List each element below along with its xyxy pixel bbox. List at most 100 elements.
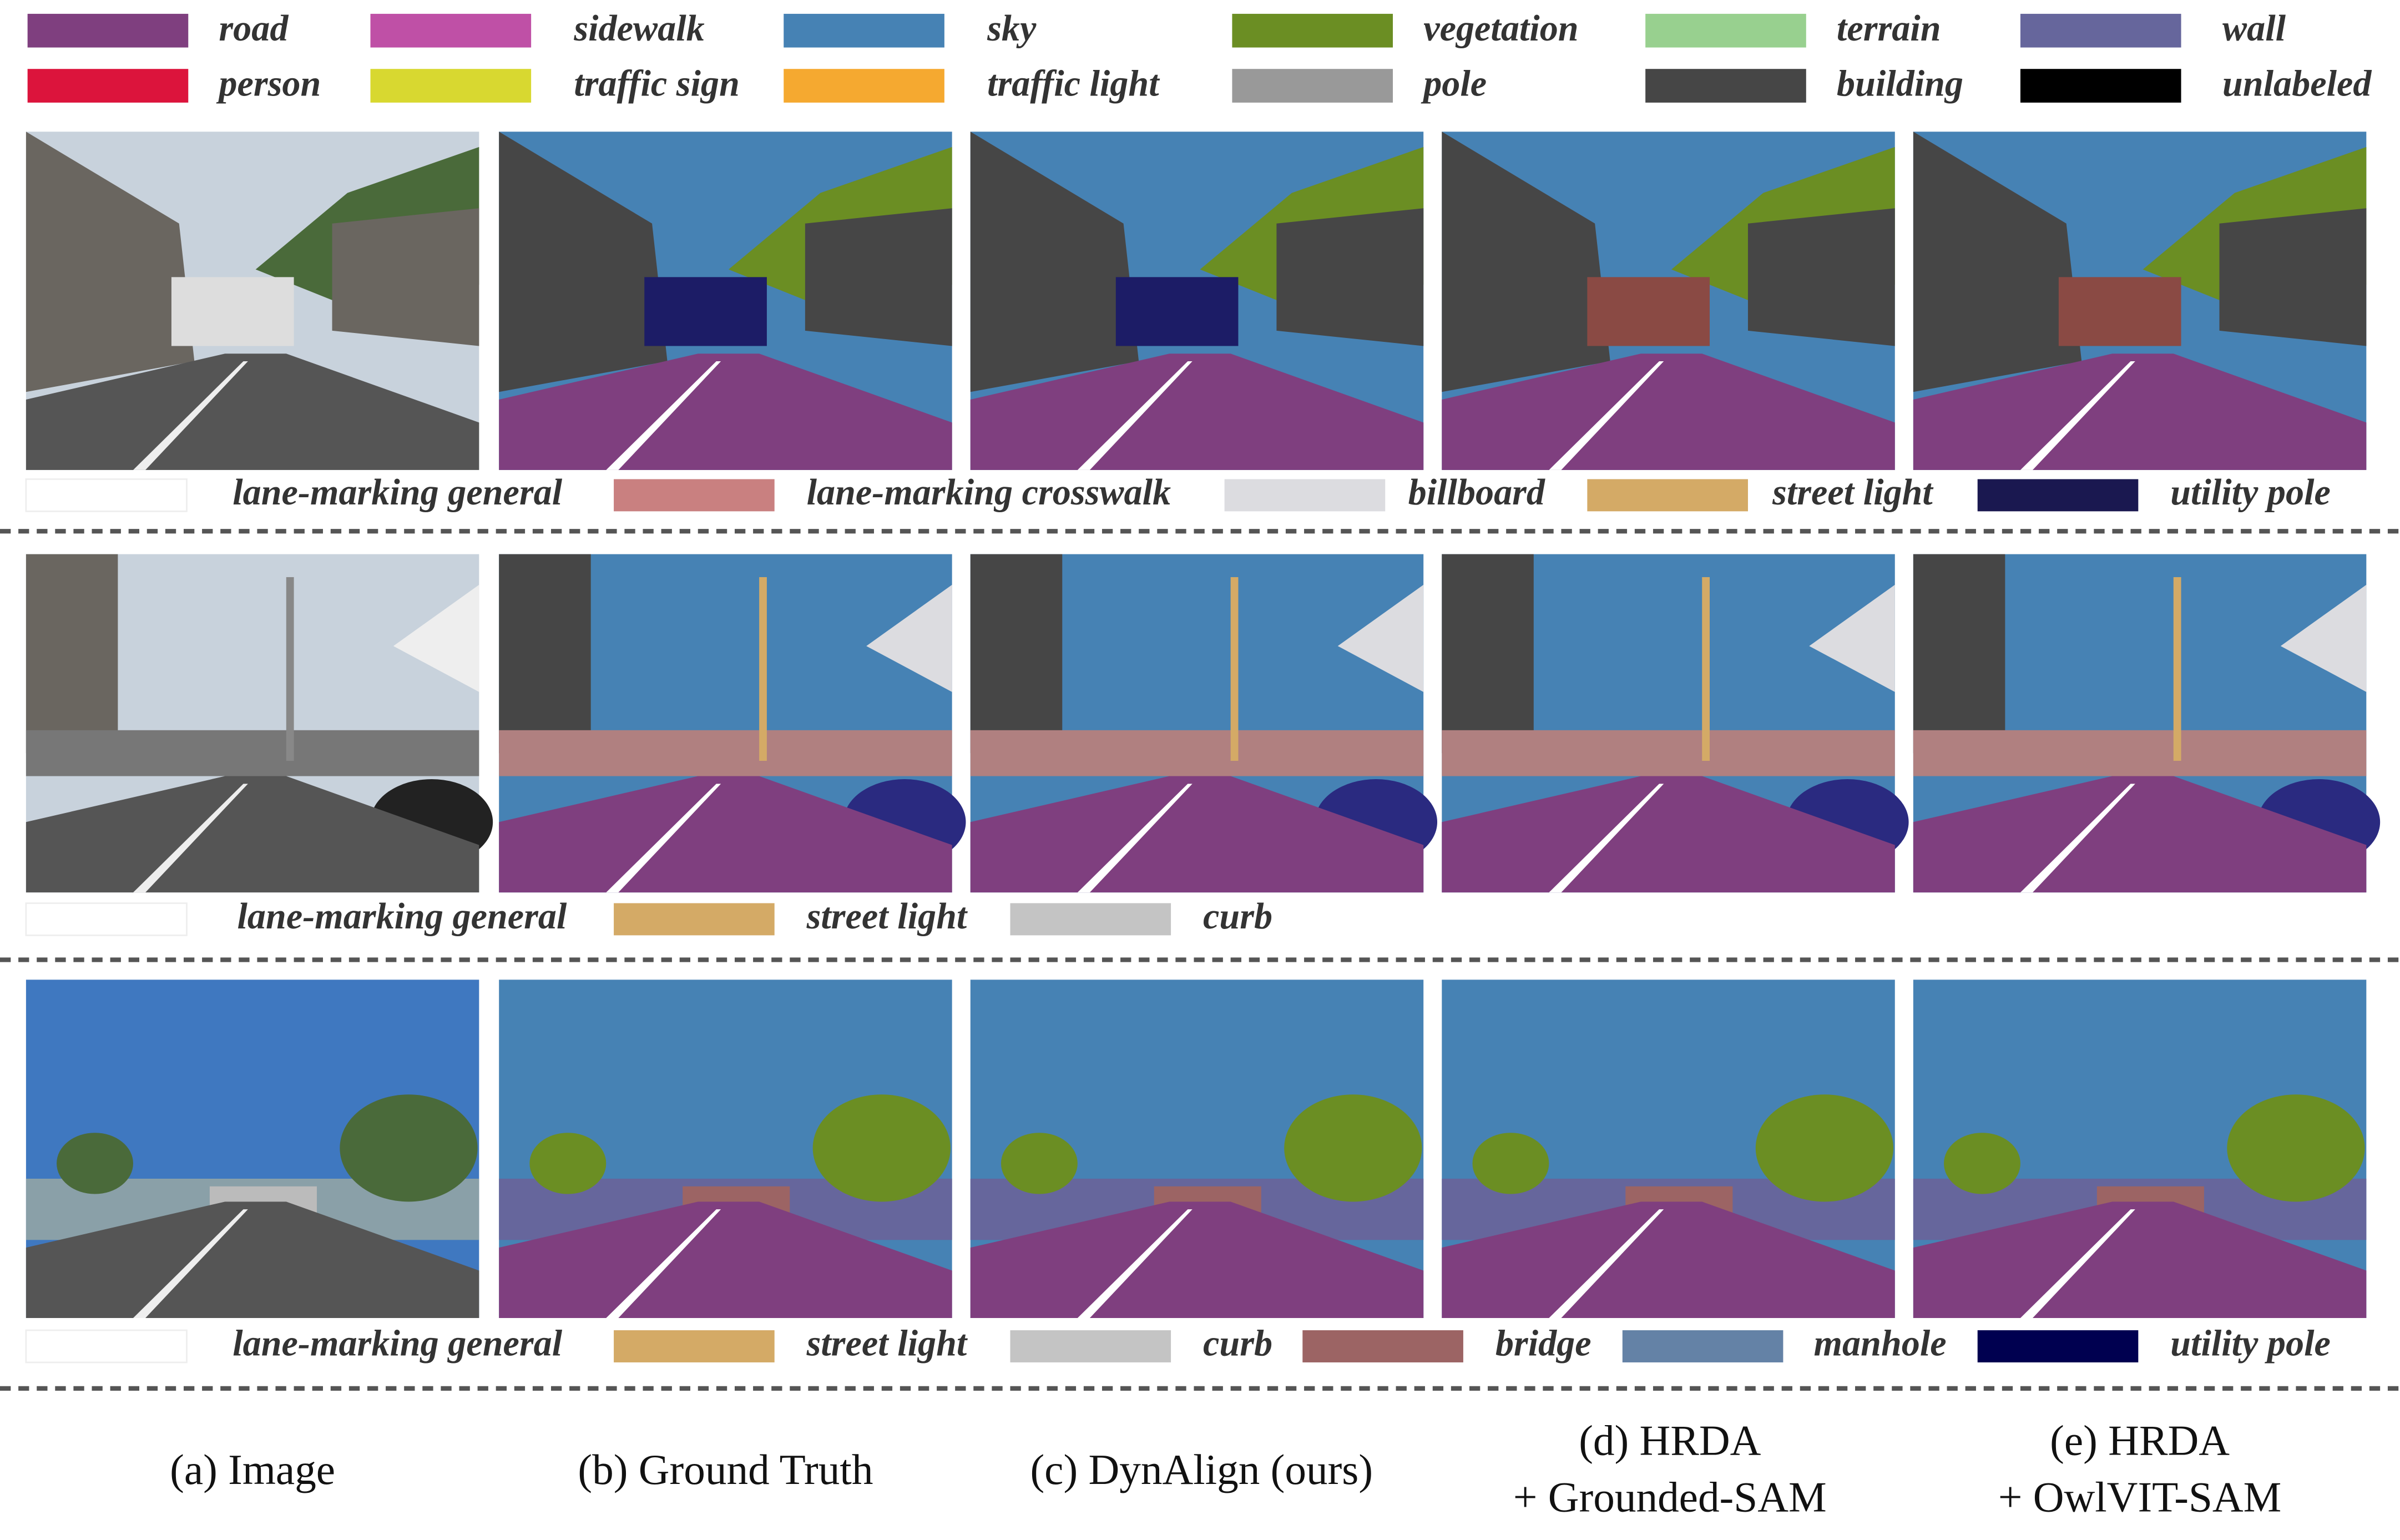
panel-road: [26, 1201, 479, 1318]
legend-label: person: [216, 63, 321, 104]
panel-wall: [26, 730, 479, 776]
panel-tree: [1755, 1094, 1894, 1202]
panel-building: [1337, 584, 1424, 692]
row-legend-label: utility pole: [2170, 1324, 2331, 1364]
panel-road: [499, 776, 952, 893]
panel-road: [1442, 1201, 1895, 1318]
legend-label: unlabeled: [2222, 63, 2372, 104]
panel-building: [332, 208, 479, 346]
panel-lane: [133, 1209, 248, 1318]
caption: + OwlVIT-SAM: [1998, 1473, 2281, 1521]
panel: [970, 979, 1424, 1318]
panel-pole: [1702, 577, 1710, 761]
legend-label: building: [1837, 63, 1963, 104]
row-legend-swatch: [25, 1329, 188, 1364]
legend-swatch: [370, 69, 532, 103]
panel-tree: [1472, 1133, 1549, 1194]
panel-road: [1913, 354, 2367, 470]
panel-building: [499, 554, 591, 754]
panel: [26, 132, 479, 470]
row-legend-label: street light: [806, 896, 968, 937]
panel: [970, 554, 1438, 893]
panel-pole: [2173, 577, 2181, 761]
legend-swatch: [1645, 69, 1806, 103]
row-legend-label: lane-marking general: [233, 1324, 562, 1364]
panel-building: [866, 584, 952, 692]
caption: + Grounded-SAM: [1513, 1473, 1827, 1521]
legend-swatch: [370, 13, 532, 48]
panel-tree: [1944, 1133, 2020, 1194]
row-legend-label: lane-marking general: [238, 896, 567, 937]
panel-road: [499, 354, 952, 470]
caption: (d) HRDA: [1579, 1417, 1761, 1465]
panel-building: [970, 554, 1063, 754]
panel: [26, 554, 493, 893]
row-legend-label: bridge: [1495, 1324, 1591, 1364]
panel-tree: [57, 1133, 133, 1194]
panel: [1913, 132, 2367, 470]
panel-wall: [1913, 730, 2367, 776]
row-legend-swatch: [614, 1330, 775, 1362]
panels: [26, 132, 2381, 1318]
panel-road: [970, 1201, 1424, 1318]
panel-road: [970, 776, 1424, 893]
row-legend-swatch: [25, 902, 188, 936]
panel-lane: [606, 361, 721, 470]
panel-road: [499, 1201, 952, 1318]
panel-pole: [759, 577, 767, 761]
panel-car: [171, 277, 294, 346]
legend-label: wall: [2222, 8, 2286, 49]
panel-building: [1747, 208, 1895, 346]
panel-lane: [1549, 361, 1664, 470]
panel-road: [970, 354, 1424, 470]
legend-label: traffic light: [987, 63, 1160, 104]
panel-lane: [133, 784, 248, 893]
panel-lane: [1077, 1209, 1193, 1318]
row-legend-swatch: [614, 903, 775, 936]
panel-car: [644, 277, 767, 346]
legend-swatch: [784, 69, 944, 103]
panel-lane: [1077, 361, 1193, 470]
panel-road: [1913, 776, 2367, 893]
panel-building: [1809, 584, 1895, 692]
legend-label: sidewalk: [573, 8, 704, 49]
caption: (c) DynAlign (ours): [1030, 1446, 1373, 1493]
legend-label: road: [219, 8, 289, 49]
panel-building: [1913, 554, 2005, 754]
panel-building: [2219, 208, 2367, 346]
panel-lane: [1549, 784, 1664, 893]
legend-swatch: [27, 69, 189, 103]
row-legend-label: curb: [1203, 1324, 1272, 1364]
panel-tree: [529, 1133, 607, 1194]
row-legend-swatch: [614, 479, 775, 512]
legend-label: sky: [987, 8, 1037, 49]
panel-building: [2280, 584, 2367, 692]
panel: [499, 132, 952, 470]
row-legend-label: billboard: [1408, 472, 1545, 513]
row-legend-swatch: [1302, 1330, 1463, 1362]
panel-building: [1913, 132, 2082, 392]
panel-road: [1442, 354, 1895, 470]
legend-swatch: [1232, 13, 1393, 48]
row-legend-swatch: [25, 478, 188, 512]
panel-building: [1442, 554, 1534, 754]
row-legend-swatch: [1977, 1330, 2139, 1362]
row-legend-swatch: [1622, 1330, 1783, 1362]
panel: [499, 979, 952, 1318]
panel-lane: [606, 1209, 721, 1318]
panel: [970, 132, 1424, 470]
row-legend-label: lane-marking crosswalk: [807, 472, 1171, 513]
panel-tree: [2227, 1094, 2365, 1202]
legend-swatch: [2020, 69, 2181, 103]
panel-lane: [2020, 1209, 2135, 1318]
panel-road: [26, 354, 479, 470]
panel-lane: [2020, 784, 2135, 893]
panel-tree: [340, 1094, 478, 1202]
panel-car: [1115, 277, 1239, 346]
legend-swatch: [784, 13, 944, 48]
row-legend-swatch: [1587, 479, 1748, 512]
caption: (a) Image: [170, 1446, 335, 1493]
panel-building: [499, 132, 668, 392]
caption: (e) HRDA: [2050, 1417, 2230, 1465]
